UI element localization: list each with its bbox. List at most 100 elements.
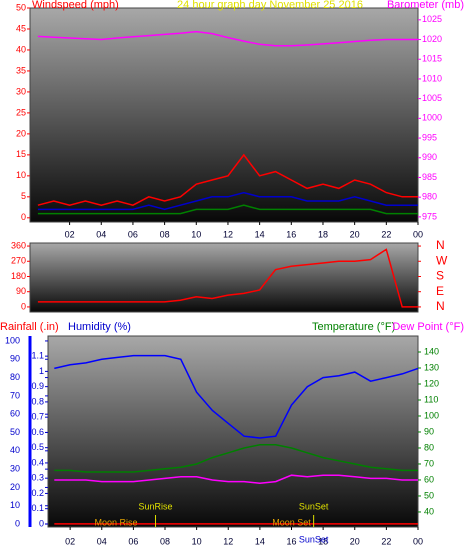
x-tick-label: 10: [192, 536, 202, 546]
yticks-label: 40: [16, 44, 26, 54]
x-tick-label: 06: [128, 229, 138, 239]
y2ticks-label: 1005: [422, 93, 442, 103]
x-tick-label: 12: [223, 536, 233, 546]
x-tick-label: 06: [128, 536, 138, 546]
y3ticks-label: 0.2: [31, 488, 44, 498]
yticks-label: 5: [21, 191, 26, 201]
y3ticks-label: 0.9: [31, 381, 44, 391]
y2ticks-label: 1010: [422, 73, 442, 83]
yticks-label: 0: [21, 301, 26, 311]
yticks-label: 35: [16, 65, 26, 75]
series-line: [37, 191, 418, 211]
x-tick-label: 12: [223, 229, 233, 239]
series-line: [37, 248, 418, 308]
y3ticks-label: 0.8: [31, 396, 44, 406]
yticks-label: 10: [10, 500, 20, 510]
y2ticks-label: 995: [422, 132, 437, 142]
plot-area: [29, 7, 419, 223]
y3ticks-label: 1.1: [31, 351, 44, 361]
plot-area: [47, 335, 419, 528]
y2ticks-label: 975: [422, 211, 437, 221]
series-line: [37, 30, 418, 47]
y2ticks-label: 1000: [422, 113, 442, 123]
x-tick-label: 20: [350, 536, 360, 546]
yticks-label: 50: [16, 2, 26, 12]
x-tick-label: 18: [318, 229, 328, 239]
y2ticks-label: 1015: [422, 54, 442, 64]
y2ticks-label: 110: [424, 394, 438, 404]
annotation: Moon Rise: [94, 517, 137, 527]
yticks-label: 180: [11, 271, 26, 281]
yticks-label: 270: [11, 256, 26, 266]
y-label: Windspeed (mph): [32, 0, 119, 11]
y3ticks-label: 0.1: [31, 503, 44, 513]
x-tick-label: 04: [96, 229, 106, 239]
x-tick-label: 04: [97, 536, 107, 546]
y3ticks-label: 1: [39, 366, 44, 376]
y3ticks-label: 0.7: [31, 412, 44, 422]
y2-label-2: Dew Point (°F): [392, 321, 464, 333]
x-tick-label: 08: [160, 229, 170, 239]
y2ticks-label: 990: [422, 152, 437, 162]
yticks-label: 60: [10, 409, 20, 419]
yticks-label: 360: [11, 240, 26, 250]
yticks-label: 45: [16, 23, 26, 33]
yticks-label: 90: [10, 354, 20, 364]
y2ticks-label: 130: [424, 362, 439, 372]
yticks-label: 25: [16, 107, 26, 117]
x-tick-label: 22: [381, 536, 391, 546]
yticks-label: 0: [21, 212, 26, 222]
y2ticks-label: 120: [424, 378, 439, 388]
y3ticks-label: 0: [39, 518, 44, 528]
yticks-label: 80: [10, 372, 20, 382]
y2ticks-label: N: [436, 238, 445, 252]
y2-label: Temperature (°F): [312, 321, 395, 333]
y2ticks-label: 90: [424, 426, 434, 436]
y2ticks-label: 60: [424, 474, 434, 484]
series-line: [54, 444, 418, 473]
series-line: [37, 204, 418, 215]
yticks-label: 0: [15, 518, 20, 528]
title: 24 hour graph day November 25 2016: [177, 0, 363, 11]
x-tick-label: 10: [191, 229, 201, 239]
x-tick-label: 20: [350, 229, 360, 239]
y-label: Humidity (%): [68, 321, 131, 333]
x-tick-label: 02: [65, 229, 75, 239]
x-tick-label: 22: [381, 229, 391, 239]
y2ticks-label: 985: [422, 172, 437, 182]
x-tick-label: 14: [255, 229, 265, 239]
x-tick-label: 14: [255, 536, 265, 546]
y2ticks-label: 50: [424, 490, 434, 500]
series-line: [54, 354, 419, 439]
y2ticks-label: 1025: [422, 14, 442, 24]
y2ticks-label: 80: [424, 442, 434, 452]
yticks-label: 100: [5, 335, 20, 345]
yticks-label: 70: [10, 390, 20, 400]
yticks-label: 15: [16, 149, 26, 159]
y2ticks-label: 140: [424, 346, 439, 356]
yticks-label: 30: [16, 86, 26, 96]
yticks-label: 20: [10, 482, 20, 492]
annotation: SunRise: [139, 501, 173, 511]
y2ticks-label: 100: [424, 410, 439, 420]
yticks-label: 30: [10, 464, 20, 474]
annotation: SunSet: [299, 501, 329, 511]
plot-area: [29, 242, 419, 313]
yticks-label: 50: [10, 427, 20, 437]
y2ticks-label: W: [436, 253, 448, 267]
yticks-label: 90: [16, 286, 26, 296]
series-line: [37, 153, 418, 207]
y2ticks-label: N: [436, 299, 445, 313]
yticks-label: 40: [10, 445, 20, 455]
yticks-label: 20: [16, 128, 26, 138]
x-tick-label: 02: [65, 536, 75, 546]
y3ticks-label: 0.5: [31, 442, 44, 452]
yticks-label: 10: [16, 170, 26, 180]
y3ticks-label: 0.4: [31, 457, 44, 467]
y3ticks-label: 0.6: [31, 427, 44, 437]
y2ticks-label: 70: [424, 458, 434, 468]
y3-label: Rainfall (.in): [0, 321, 59, 333]
y3ticks-label: 0.3: [31, 473, 44, 483]
annotation: Moon Set: [272, 517, 311, 527]
